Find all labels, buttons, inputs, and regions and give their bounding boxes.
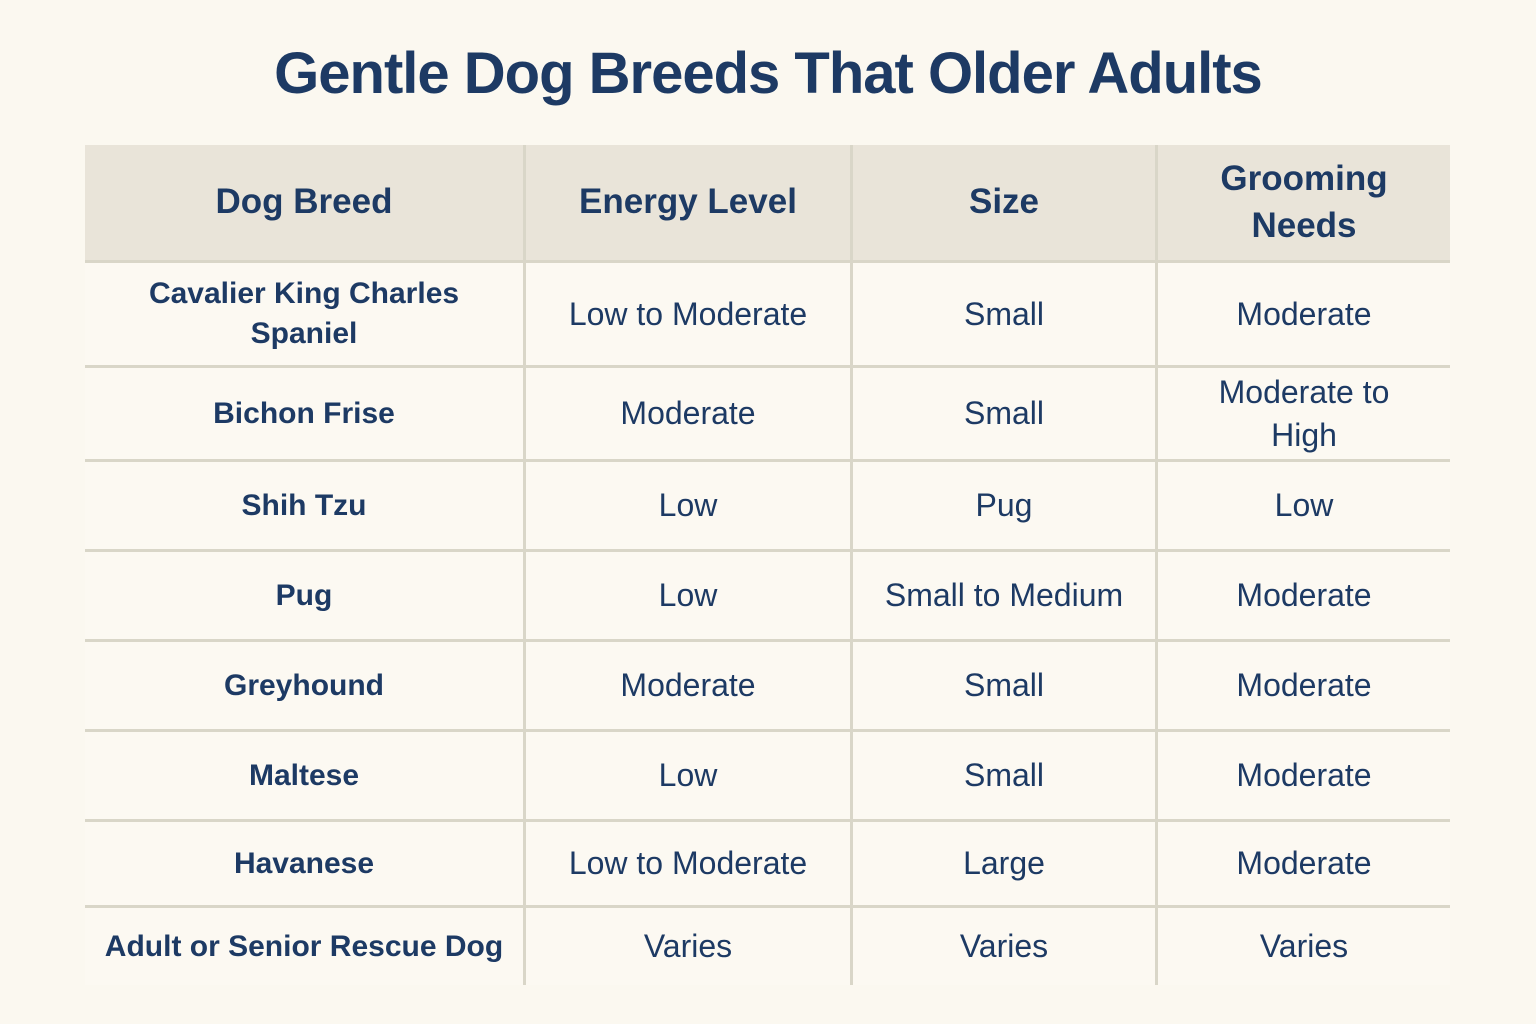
grooming-cell: Varies bbox=[1158, 908, 1450, 985]
size-value: Varies bbox=[959, 928, 1049, 965]
grooming-value: Moderate bbox=[1236, 577, 1372, 614]
grooming-value: Varies bbox=[1259, 928, 1349, 965]
size-cell: Small bbox=[853, 368, 1155, 459]
energy-value: Low bbox=[658, 487, 718, 524]
column-header-label: Energy Level bbox=[579, 182, 797, 222]
breed-name: Greyhound bbox=[223, 668, 384, 702]
size-value: Small bbox=[963, 667, 1044, 704]
grooming-value: Moderate bbox=[1236, 667, 1372, 704]
size-value: Small bbox=[963, 295, 1044, 332]
breed-name: Adult or Senior Rescue Dog bbox=[104, 929, 504, 963]
energy-cell: Low bbox=[526, 732, 850, 819]
column-header-label: Dog Breed bbox=[215, 182, 393, 222]
grooming-cell: Moderate bbox=[1158, 822, 1450, 905]
breed-cell: Maltese bbox=[85, 732, 523, 819]
energy-value: Low to Moderate bbox=[568, 845, 808, 882]
size-cell: Small to Medium bbox=[853, 552, 1155, 639]
grooming-cell: Moderate bbox=[1158, 552, 1450, 639]
size-value: Small to Medium bbox=[884, 577, 1124, 614]
energy-value: Moderate bbox=[620, 667, 756, 704]
energy-cell: Varies bbox=[526, 908, 850, 985]
breed-name: Shih Tzu bbox=[241, 488, 367, 522]
column-header-size: Size bbox=[853, 145, 1155, 260]
column-header-energy-level: Energy Level bbox=[526, 145, 850, 260]
grooming-cell: Low bbox=[1158, 462, 1450, 549]
breed-cell: Shih Tzu bbox=[85, 462, 523, 549]
breed-name: Havanese bbox=[233, 846, 375, 880]
grooming-value: Moderate bbox=[1236, 845, 1372, 882]
energy-cell: Low bbox=[526, 552, 850, 639]
size-value: Pug bbox=[975, 487, 1033, 524]
grooming-cell: Moderate to High bbox=[1158, 368, 1450, 459]
breed-cell: Pug bbox=[85, 552, 523, 639]
energy-cell: Low to Moderate bbox=[526, 822, 850, 905]
breed-cell: Greyhound bbox=[85, 642, 523, 729]
grooming-cell: Moderate bbox=[1158, 642, 1450, 729]
breed-name: Maltese bbox=[248, 758, 360, 792]
energy-value: Moderate bbox=[620, 395, 756, 432]
size-cell: Pug bbox=[853, 462, 1155, 549]
page-title: Gentle Dog Breeds That Older Adults bbox=[274, 41, 1263, 106]
breed-cell: Adult or Senior Rescue Dog bbox=[85, 908, 523, 985]
size-cell: Small bbox=[853, 642, 1155, 729]
size-cell: Small bbox=[853, 263, 1155, 365]
column-header-grooming-needs: Grooming Needs bbox=[1158, 145, 1450, 260]
energy-cell: Moderate bbox=[526, 368, 850, 459]
energy-value: Low bbox=[658, 577, 718, 614]
size-cell: Small bbox=[853, 732, 1155, 819]
breed-cell: Bichon Frise bbox=[85, 368, 523, 459]
breed-cell: Havanese bbox=[85, 822, 523, 905]
energy-cell: Moderate bbox=[526, 642, 850, 729]
energy-cell: Low to Moderate bbox=[526, 263, 850, 365]
energy-value: Low to Moderate bbox=[568, 295, 808, 332]
size-value: Small bbox=[963, 757, 1044, 794]
grooming-value: Low bbox=[1274, 487, 1334, 524]
size-cell: Varies bbox=[853, 908, 1155, 985]
breed-name: Pug bbox=[275, 578, 333, 612]
energy-cell: Low bbox=[526, 462, 850, 549]
breed-name: Cavalier King Charles Spaniel bbox=[148, 277, 460, 350]
size-value: Large bbox=[963, 845, 1045, 882]
column-header-dog-breed: Dog Breed bbox=[85, 145, 523, 260]
grooming-cell: Moderate bbox=[1158, 263, 1450, 365]
dog-breeds-table: Dog Breed Energy Level Size Grooming Nee… bbox=[85, 145, 1450, 985]
size-value: Small bbox=[963, 395, 1044, 432]
column-header-label: Size bbox=[968, 182, 1040, 222]
grooming-value: Moderate bbox=[1236, 757, 1372, 794]
size-cell: Large bbox=[853, 822, 1155, 905]
grooming-value: Moderate bbox=[1236, 295, 1372, 332]
breed-name: Bichon Frise bbox=[213, 396, 395, 430]
energy-value: Low bbox=[658, 757, 718, 794]
grooming-cell: Moderate bbox=[1158, 732, 1450, 819]
breed-cell: Cavalier King Charles Spaniel bbox=[85, 263, 523, 365]
grooming-value: Moderate to High bbox=[1218, 374, 1390, 453]
column-header-label: Grooming Needs bbox=[1220, 159, 1388, 245]
energy-value: Varies bbox=[643, 928, 733, 965]
